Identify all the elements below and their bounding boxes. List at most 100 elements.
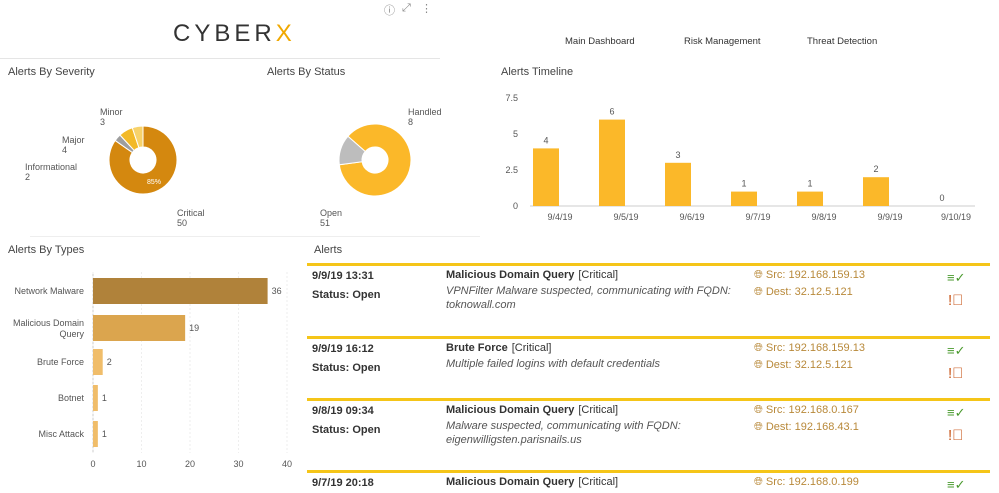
alert-row[interactable]: 9/7/19 20:18 Malicious Domain Query [Crit… <box>307 470 990 492</box>
timeline-bar <box>599 119 625 206</box>
slice-label: Informational <box>25 162 77 172</box>
globe-icon: 🌐︎ <box>754 421 766 433</box>
acknowledge-icon[interactable]: ≡✓ <box>947 343 966 358</box>
types-title: Alerts By Types <box>8 244 85 256</box>
alert-heading: Malicious Domain Query [Critical] <box>446 476 618 488</box>
y-tick-label: Query <box>59 329 84 339</box>
x-tick-label: 9/5/19 <box>613 212 638 222</box>
alert-description: Malware suspected, communicating with FQ… <box>446 420 681 446</box>
alert-time: 9/8/19 09:34 <box>312 405 374 417</box>
acknowledge-icon[interactable]: ≡✓ <box>947 270 966 285</box>
nav-risk-management[interactable]: Risk Management <box>684 36 761 47</box>
globe-icon: 🌐︎ <box>754 359 766 371</box>
alert-row[interactable]: 9/9/19 16:12 Status: Open Brute Force [Cr… <box>307 336 990 398</box>
timeline-title: Alerts Timeline <box>501 66 574 78</box>
src-ip: Src: 192.168.159.13 <box>765 269 865 281</box>
alert-time: 9/9/19 13:31 <box>312 270 374 282</box>
bar-value-label: 19 <box>189 323 199 333</box>
alert-dest: 🌐︎ Dest: 32.12.5.121 <box>754 286 853 299</box>
slice-value: 8 <box>408 117 413 127</box>
slice-value: 3 <box>100 117 105 127</box>
alert-status: Status: Open <box>312 289 381 301</box>
alert-row[interactable]: 9/8/19 09:34 Status: Open Malicious Doma… <box>307 398 990 470</box>
x-tick-label: 9/9/19 <box>877 212 902 222</box>
alert-description: VPNFilter Malware suspected, communicati… <box>446 285 731 311</box>
timeline-bar <box>797 191 823 206</box>
x-tick-label: 9/4/19 <box>547 212 572 222</box>
x-tick-label: 10 <box>136 459 146 469</box>
bar-value-label: 0 <box>939 193 944 203</box>
x-tick-label: 9/10/19 <box>941 212 971 222</box>
x-tick-label: 9/7/19 <box>745 212 770 222</box>
bar-value-label: 1 <box>102 429 107 439</box>
alert-dest: 🌐︎ Dest: 32.12.5.121 <box>754 359 853 372</box>
bar-value-label: 2 <box>107 357 112 367</box>
globe-icon: 🌐︎ <box>754 269 766 281</box>
alert-src: 🌐︎ Src: 192.168.159.13 <box>754 269 865 282</box>
type-bar <box>93 315 186 341</box>
cyberx-logo: CYBERX <box>173 20 296 47</box>
bar-value-label: 1 <box>807 179 812 189</box>
globe-icon: 🌐︎ <box>754 286 766 298</box>
more-icon[interactable]: ⋮ <box>421 3 432 15</box>
alert-time: 9/9/19 16:12 <box>312 343 374 355</box>
src-ip: Src: 192.168.159.13 <box>765 342 865 354</box>
center-label: 85% <box>147 179 161 186</box>
y-tick-label: Brute Force <box>37 357 84 367</box>
expand-icon[interactable]: ⤢ <box>402 2 411 14</box>
severity-title: Alerts By Severity <box>8 66 95 78</box>
y-tick-label: 0 <box>513 201 518 211</box>
slice-value: 51 <box>320 218 330 228</box>
alert-src: 🌐︎ Src: 192.168.0.167 <box>754 404 859 417</box>
x-tick-label: 30 <box>233 459 243 469</box>
src-ip: Src: 192.168.0.199 <box>765 476 859 488</box>
donut-slice-minor <box>131 125 144 149</box>
dest-ip: Dest: 32.12.5.121 <box>765 359 853 371</box>
alert-icon[interactable]: !⃝ <box>948 365 964 382</box>
y-tick-label: Misc Attack <box>38 429 84 439</box>
timeline-bar <box>863 177 889 206</box>
slice-value: 50 <box>177 218 187 228</box>
acknowledge-icon[interactable]: ≡✓ <box>947 477 966 492</box>
bar-value-label: 36 <box>272 286 282 296</box>
slice-label: Handled <box>408 107 442 117</box>
slice-label: Minor <box>100 107 123 117</box>
y-tick-label: 5 <box>513 129 518 139</box>
bar-value-label: 6 <box>609 107 614 117</box>
alert-title: Malicious Domain Query <box>446 476 575 488</box>
divider <box>0 58 440 59</box>
slice-label: Critical <box>177 208 205 218</box>
alert-severity: [Critical] <box>578 404 619 416</box>
y-tick-label: Botnet <box>58 393 85 403</box>
bar-value-label: 2 <box>873 164 878 174</box>
bar-value-label: 3 <box>675 150 680 160</box>
alerts-title: Alerts <box>314 244 343 256</box>
acknowledge-icon[interactable]: ≡✓ <box>947 405 966 420</box>
alert-row[interactable]: 9/9/19 13:31 Status: Open Malicious Doma… <box>307 263 990 336</box>
alert-status: Status: Open <box>312 362 381 374</box>
y-tick-label: 7.5 <box>505 93 518 103</box>
divider <box>30 236 480 237</box>
alert-heading: Malicious Domain Query [Critical] <box>446 404 618 416</box>
slice-label: Major <box>62 135 85 145</box>
src-ip: Src: 192.168.0.167 <box>765 404 859 416</box>
slice-value: 2 <box>25 172 30 182</box>
alert-icon[interactable]: !⃝ <box>948 427 964 444</box>
info-icon[interactable]: ⓘ <box>384 5 395 17</box>
nav-threat-detection[interactable]: Threat Detection <box>807 36 878 47</box>
alert-title: Malicious Domain Query <box>446 269 575 281</box>
alert-icon[interactable]: !⃝ <box>948 292 964 309</box>
alert-title: Malicious Domain Query <box>446 404 575 416</box>
globe-icon: 🌐︎ <box>754 476 766 488</box>
donut-slice-handled <box>338 135 366 166</box>
nav-main-dashboard[interactable]: Main Dashboard <box>565 36 635 47</box>
alert-heading: Malicious Domain Query [Critical] <box>446 269 618 281</box>
timeline-bar <box>731 191 757 206</box>
alert-heading: Brute Force [Critical] <box>446 342 551 354</box>
type-bar <box>93 385 98 411</box>
x-tick-label: 9/8/19 <box>811 212 836 222</box>
dest-ip: Dest: 192.168.43.1 <box>765 421 859 433</box>
y-tick-label: Network Malware <box>14 286 84 296</box>
alert-time: 9/7/19 20:18 <box>312 477 374 489</box>
bar-value-label: 4 <box>543 135 548 145</box>
